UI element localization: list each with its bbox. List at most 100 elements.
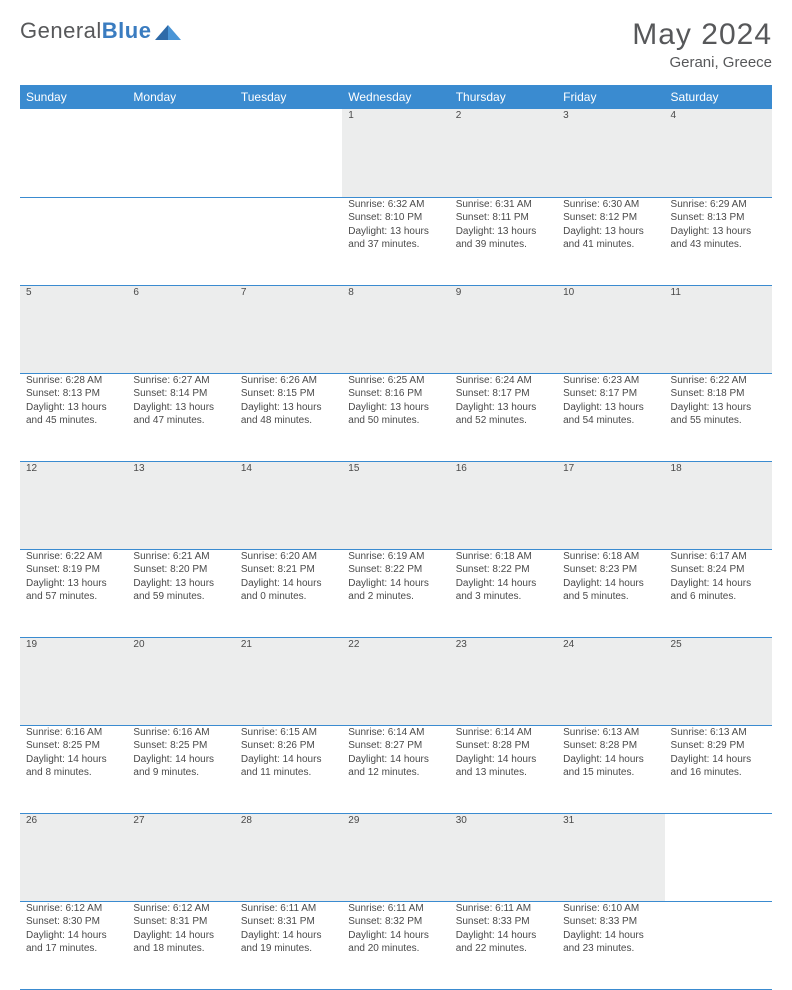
sunset-line: Sunset: 8:22 PM (348, 563, 443, 577)
sunrise-line: Sunrise: 6:24 AM (456, 374, 551, 388)
daylight-line2: and 13 minutes. (456, 766, 551, 780)
detail-row: Sunrise: 6:12 AMSunset: 8:30 PMDaylight:… (20, 901, 772, 989)
sunrise-line: Sunrise: 6:12 AM (26, 902, 121, 916)
sunrise-line: Sunrise: 6:25 AM (348, 374, 443, 388)
sunset-line: Sunset: 8:18 PM (671, 387, 766, 401)
sunrise-line: Sunrise: 6:30 AM (563, 198, 658, 212)
day-number-cell: 29 (342, 813, 449, 901)
day-detail-cell: Sunrise: 6:14 AMSunset: 8:28 PMDaylight:… (450, 725, 557, 813)
day-number-cell: 20 (127, 637, 234, 725)
daylight-line: Daylight: 13 hours (241, 401, 336, 415)
daynum-row: 262728293031 (20, 813, 772, 901)
sunrise-line: Sunrise: 6:28 AM (26, 374, 121, 388)
sunset-line: Sunset: 8:17 PM (456, 387, 551, 401)
logo-part1: General (20, 18, 102, 43)
day-detail-cell: Sunrise: 6:26 AMSunset: 8:15 PMDaylight:… (235, 373, 342, 461)
daylight-line2: and 11 minutes. (241, 766, 336, 780)
daylight-line2: and 12 minutes. (348, 766, 443, 780)
daylight-line2: and 5 minutes. (563, 590, 658, 604)
daylight-line2: and 39 minutes. (456, 238, 551, 252)
day-number-cell (127, 109, 234, 197)
sunrise-line: Sunrise: 6:11 AM (348, 902, 443, 916)
logo-shape-icon (155, 22, 181, 40)
daylight-line2: and 0 minutes. (241, 590, 336, 604)
day-number-cell: 5 (20, 285, 127, 373)
day-number-cell: 12 (20, 461, 127, 549)
sunset-line: Sunset: 8:23 PM (563, 563, 658, 577)
day-detail-cell: Sunrise: 6:19 AMSunset: 8:22 PMDaylight:… (342, 549, 449, 637)
sunrise-line: Sunrise: 6:20 AM (241, 550, 336, 564)
day-detail-cell: Sunrise: 6:30 AMSunset: 8:12 PMDaylight:… (557, 197, 664, 285)
day-number-cell: 28 (235, 813, 342, 901)
daylight-line: Daylight: 13 hours (133, 401, 228, 415)
day-detail-cell: Sunrise: 6:15 AMSunset: 8:26 PMDaylight:… (235, 725, 342, 813)
detail-row: Sunrise: 6:32 AMSunset: 8:10 PM Daylight:… (20, 197, 772, 285)
sunset-line: Sunset: 8:21 PM (241, 563, 336, 577)
day-detail-cell: Sunrise: 6:12 AMSunset: 8:31 PMDaylight:… (127, 901, 234, 989)
sunrise-line: Sunrise: 6:32 AM (348, 198, 443, 212)
sunset-line: Sunset: 8:29 PM (671, 739, 766, 753)
day-number-cell: 14 (235, 461, 342, 549)
day-detail-cell: Sunrise: 6:22 AMSunset: 8:19 PMDaylight:… (20, 549, 127, 637)
title-block: May 2024 Gerani, Greece (632, 18, 772, 71)
day-number-cell: 3 (557, 109, 664, 197)
day-number-cell: 13 (127, 461, 234, 549)
daynum-row: 567891011 (20, 285, 772, 373)
daylight-line: Daylight: 14 hours (348, 753, 443, 767)
day-number-cell: 24 (557, 637, 664, 725)
daylight-line: Daylight: 14 hours (348, 929, 443, 943)
day-number-cell (235, 109, 342, 197)
daylight-line: Daylight: 13 hours (348, 401, 443, 415)
day-detail-cell: Sunrise: 6:32 AMSunset: 8:10 PMDaylight:… (342, 197, 449, 285)
sunrise-line: Sunrise: 6:18 AM (563, 550, 658, 564)
sunset-line: Sunset: 8:28 PM (563, 739, 658, 753)
daylight-line: Daylight: 13 hours (563, 401, 658, 415)
daylight-line: Daylight: 14 hours (563, 929, 658, 943)
daylight-line2: and 37 minutes. (348, 238, 443, 252)
detail-row: Sunrise: 6:28 AMSunset: 8:13 PMDaylight:… (20, 373, 772, 461)
sunrise-line: Sunrise: 6:14 AM (348, 726, 443, 740)
daylight-line2: and 47 minutes. (133, 414, 228, 428)
daylight-line: Daylight: 13 hours (456, 225, 551, 239)
day-number-cell: 30 (450, 813, 557, 901)
daylight-line: Daylight: 14 hours (671, 753, 766, 767)
daylight-line2: and 8 minutes. (26, 766, 121, 780)
calendar-header: SundayMondayTuesdayWednesdayThursdayFrid… (20, 85, 772, 109)
day-detail-cell: Sunrise: 6:24 AMSunset: 8:17 PMDaylight:… (450, 373, 557, 461)
sunset-line: Sunset: 8:30 PM (26, 915, 121, 929)
daylight-line2: and 52 minutes. (456, 414, 551, 428)
calendar-table: SundayMondayTuesdayWednesdayThursdayFrid… (20, 85, 772, 990)
daylight-line2: and 6 minutes. (671, 590, 766, 604)
day-detail-cell: Sunrise: 6:12 AMSunset: 8:30 PMDaylight:… (20, 901, 127, 989)
day-detail-cell: Sunrise: 6:29 AMSunset: 8:13 PMDaylight:… (665, 197, 772, 285)
sunrise-line: Sunrise: 6:11 AM (456, 902, 551, 916)
daylight-line: Daylight: 14 hours (456, 753, 551, 767)
day-detail-cell: Sunrise: 6:28 AMSunset: 8:13 PMDaylight:… (20, 373, 127, 461)
day-number-cell: 2 (450, 109, 557, 197)
day-detail-cell: Sunrise: 6:18 AMSunset: 8:23 PMDaylight:… (557, 549, 664, 637)
daylight-line2: and 17 minutes. (26, 942, 121, 956)
sunset-line: Sunset: 8:22 PM (456, 563, 551, 577)
day-detail-cell: Sunrise: 6:11 AMSunset: 8:31 PMDaylight:… (235, 901, 342, 989)
daylight-line2: and 23 minutes. (563, 942, 658, 956)
sunrise-line: Sunrise: 6:29 AM (671, 198, 766, 212)
day-number-cell: 8 (342, 285, 449, 373)
daylight-line: Daylight: 14 hours (133, 753, 228, 767)
sunrise-line: Sunrise: 6:22 AM (26, 550, 121, 564)
sunrise-line: Sunrise: 6:14 AM (456, 726, 551, 740)
daynum-row: 19202122232425 (20, 637, 772, 725)
daylight-line2: and 55 minutes. (671, 414, 766, 428)
sunset-line: Sunset: 8:17 PM (563, 387, 658, 401)
sunset-line: Sunset: 8:14 PM (133, 387, 228, 401)
day-detail-cell: Sunrise: 6:23 AMSunset: 8:17 PMDaylight:… (557, 373, 664, 461)
sunrise-line: Sunrise: 6:12 AM (133, 902, 228, 916)
daylight-line: Daylight: 14 hours (241, 929, 336, 943)
sunset-line: Sunset: 8:10 PM (348, 211, 443, 225)
daylight-line2: and 2 minutes. (348, 590, 443, 604)
sunset-line: Sunset: 8:27 PM (348, 739, 443, 753)
sunrise-line: Sunrise: 6:22 AM (671, 374, 766, 388)
sunrise-line: Sunrise: 6:17 AM (671, 550, 766, 564)
sunrise-line: Sunrise: 6:11 AM (241, 902, 336, 916)
logo: GeneralBlue (20, 18, 181, 44)
sunset-line: Sunset: 8:25 PM (133, 739, 228, 753)
